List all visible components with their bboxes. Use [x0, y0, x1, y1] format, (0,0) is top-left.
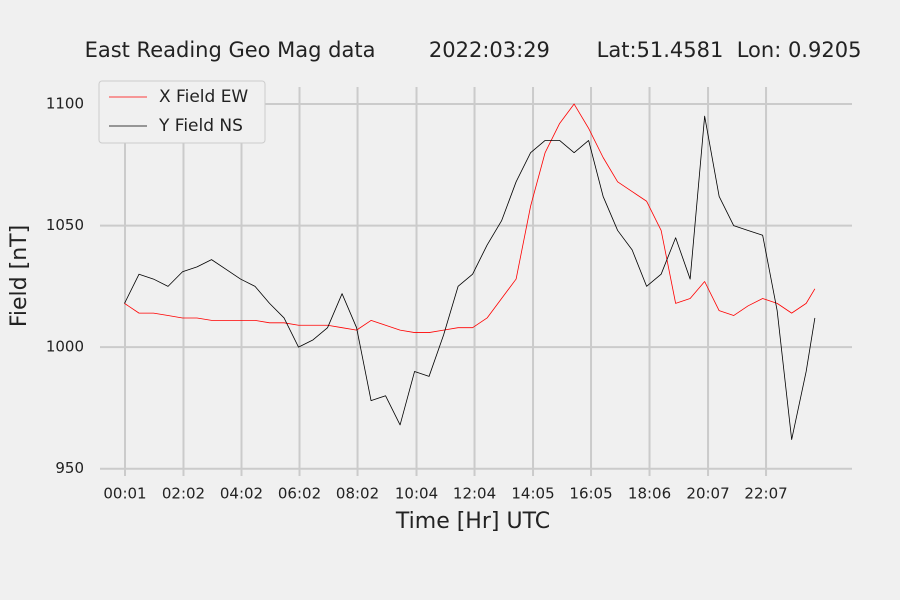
x-tick-label: 20:07 [686, 485, 729, 503]
x-tick-label: 18:06 [628, 485, 671, 503]
x-tick-label: 14:05 [511, 485, 554, 503]
x-tick-label: 22:07 [744, 485, 787, 503]
data-line [124, 115, 816, 440]
y-tick-label: 1000 [46, 338, 84, 356]
data-line [124, 103, 816, 333]
chart-title: East Reading Geo Mag data 2022:03:29 Lat… [85, 38, 862, 62]
x-tick-label: 10:04 [395, 485, 438, 503]
y-tick-label: 1050 [46, 216, 84, 234]
x-axis-label: Time [Hr] UTC [395, 509, 550, 534]
y-axis-label: Field [nT] [7, 225, 32, 327]
legend-box [98, 80, 266, 144]
x-tick-label: 16:05 [569, 485, 612, 503]
legend-label: X Field EW [159, 87, 248, 107]
x-tick-label: 00:01 [103, 485, 146, 503]
x-tick-label: 12:04 [453, 485, 496, 503]
x-tick-label: 06:02 [278, 485, 321, 503]
x-tick-label: 08:02 [336, 485, 379, 503]
legend-label: Y Field NS [158, 116, 243, 136]
x-tick-label: 02:02 [162, 485, 205, 503]
y-tick-label: 1100 [46, 95, 84, 113]
y-tick-label: 950 [55, 459, 84, 477]
x-tick-label: 04:02 [220, 485, 263, 503]
